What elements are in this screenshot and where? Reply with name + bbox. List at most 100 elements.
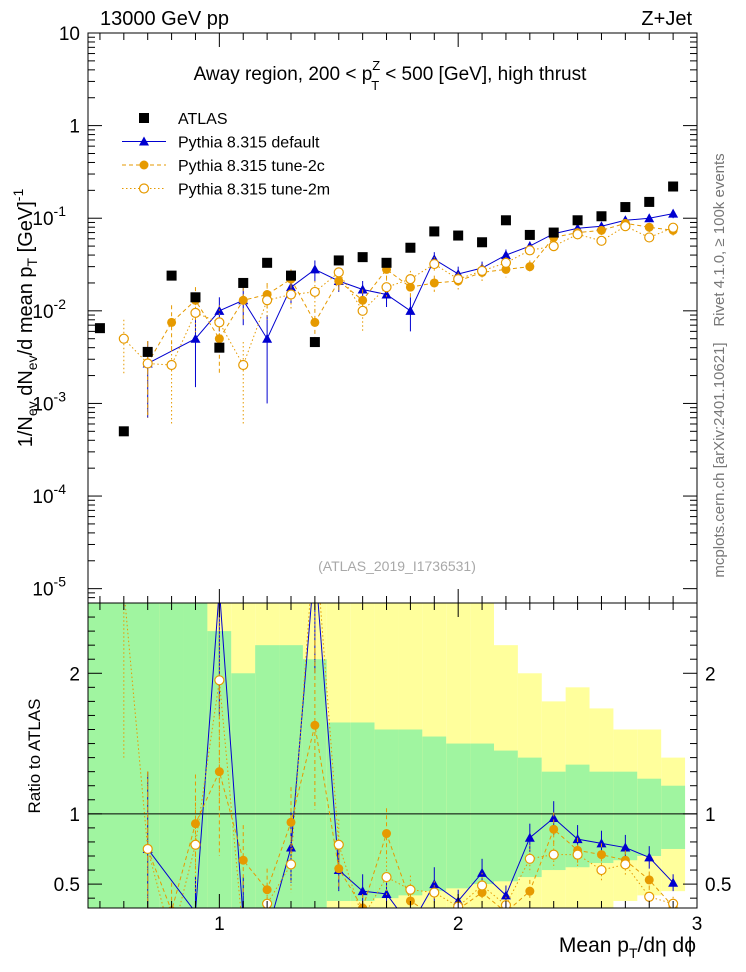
- legend-atlas-marker: [139, 113, 149, 123]
- green-band-bin: [613, 771, 638, 861]
- green-band-bin: [398, 729, 423, 896]
- ratio-y-tick-label: 0.5: [54, 875, 80, 896]
- default-marker: [357, 284, 368, 294]
- legend-label: Pythia 8.315 tune-2m: [178, 182, 330, 199]
- tune2c-marker: [596, 225, 606, 235]
- default-marker: [500, 250, 511, 260]
- default-marker: [262, 333, 273, 343]
- atlas-marker: [524, 229, 535, 240]
- tune2m-ratio-marker: [285, 859, 297, 870]
- green-band-bin: [637, 778, 662, 856]
- atlas-marker: [644, 196, 655, 207]
- default-ratio-marker: [644, 852, 655, 862]
- atlas-marker: [333, 255, 344, 266]
- ratio-y-axis-label: Ratio to ATLAS: [25, 699, 44, 814]
- tune2m-marker: [620, 221, 631, 232]
- tune2m-marker: [453, 274, 464, 285]
- x-tick-label: 2: [453, 914, 464, 935]
- tune2c-marker: [644, 222, 654, 232]
- tune2c-marker: [167, 317, 177, 327]
- tune2c-ratio-marker: [525, 886, 535, 896]
- rivet-label: Rivet 4.1.0, ≥ 100k events: [711, 153, 728, 326]
- tune2c-ratio-marker: [286, 817, 296, 827]
- ratio-y-tick-label-right: 2: [705, 664, 716, 685]
- tune2c-ratio-marker: [310, 720, 320, 730]
- tune2m-marker: [405, 274, 416, 285]
- tune2c-marker: [429, 278, 439, 288]
- tune2m-marker: [238, 359, 249, 371]
- tune2m-marker: [500, 257, 512, 268]
- tune2m-ratio-marker: [548, 849, 559, 860]
- main-plot-ticks: 10 1 10-1 10-2 10-3 10-4 10-5: [32, 24, 698, 604]
- tune2c-ratio-marker: [430, 912, 439, 921]
- default-marker: [668, 208, 679, 218]
- tune2m-ratio-marker: [214, 675, 225, 686]
- tune2m-ratio-marker: [644, 891, 655, 902]
- tune2m-ratio-marker: [119, 584, 128, 593]
- default-ratio-marker: [596, 838, 607, 848]
- atlas-marker: [166, 270, 177, 281]
- tune2m-ratio-marker: [524, 853, 535, 864]
- main-y-tick-label: 10-4: [32, 481, 66, 508]
- atlas-marker: [500, 215, 511, 226]
- tune2m-marker: [262, 295, 273, 306]
- analysis-watermark: (ATLAS_2019_I1736531): [318, 558, 476, 574]
- ratio-uncertainty-bands: [88, 603, 697, 908]
- tune2m-marker: [142, 358, 153, 369]
- atlas-marker: [190, 292, 201, 303]
- tune2m-ratio-marker: [358, 913, 367, 922]
- tune2c-marker: [358, 295, 368, 305]
- default-ratio-marker: [195, 907, 196, 908]
- tune2c-marker: [310, 317, 320, 327]
- green-band-bin: [661, 785, 686, 849]
- atlas-marker: [453, 230, 464, 241]
- main-y-tick-label: 1: [69, 117, 80, 138]
- tune2m-marker: [118, 333, 129, 344]
- green-band-bin: [494, 750, 518, 882]
- default-ratio-marker: [238, 914, 248, 923]
- tune2c-ratio-marker: [504, 907, 508, 908]
- tune2c-ratio-marker: [238, 855, 248, 865]
- green-band-bin: [350, 722, 375, 901]
- ratio-y-tick-label-right: 0.5: [705, 875, 731, 896]
- x-tick-label: 1: [214, 914, 225, 935]
- legend-label: Pythia 8.315 tune-2c: [178, 158, 325, 175]
- tune2m-marker: [381, 282, 392, 293]
- tune2m-marker: [524, 245, 535, 256]
- main-y-tick-label: 10: [59, 24, 80, 45]
- tune2m-ratio-marker: [429, 887, 440, 898]
- tune2m-marker: [668, 222, 679, 233]
- default-marker: [644, 213, 655, 223]
- header-left: 13000 GeV pp: [100, 8, 229, 30]
- tune2m-marker: [309, 286, 320, 298]
- ratio-y-tick-label: 2: [69, 664, 80, 685]
- default-marker: [309, 264, 320, 274]
- ratio-plot-panel: 0.5 0.5 1 1 2 2 1 2 3 Ratio to ATLAS Mean pT/dη …: [25, 528, 731, 961]
- default-ratio-marker: [405, 921, 415, 930]
- default-marker: [405, 305, 416, 315]
- tune2m-ratio-marker: [405, 884, 416, 895]
- tune2m-marker: [166, 359, 177, 371]
- tune2m-ratio-marker: [620, 859, 631, 870]
- green-band-bin: [589, 771, 614, 864]
- atlas-marker: [477, 237, 488, 248]
- green-band-bin: [255, 645, 280, 908]
- tune2m-ratio-marker: [167, 934, 176, 943]
- default-ratio-marker: [429, 879, 440, 889]
- atlas-marker: [381, 257, 392, 268]
- tune2m-ratio-marker: [596, 864, 607, 876]
- atlas-marker: [94, 323, 105, 334]
- default-ratio-marker: [262, 928, 272, 937]
- tune2c-marker: [238, 295, 248, 305]
- tune2m-ratio-marker: [572, 849, 583, 860]
- tune2c-ratio-marker: [262, 885, 272, 895]
- ratio-y-tick-label-right: 1: [705, 805, 716, 826]
- x-tick-label: 3: [692, 914, 703, 935]
- tune2m-ratio-marker: [310, 528, 319, 537]
- plot-title: Away region, 200 < pZ T< 500 [GeV], high …: [194, 58, 588, 93]
- main-plot-panel: 10 1 10-1 10-2 10-3 10-4 10-5 Away region, 200…: [10, 24, 698, 604]
- legend-tune2c-marker: [139, 160, 149, 170]
- atlas-marker: [309, 337, 320, 348]
- ratio-y-tick-label: 1: [69, 805, 80, 826]
